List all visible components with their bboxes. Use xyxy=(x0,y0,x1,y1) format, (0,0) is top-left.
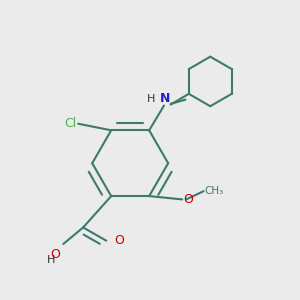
Text: O: O xyxy=(183,193,193,206)
Text: O: O xyxy=(50,248,60,261)
Text: H: H xyxy=(146,94,155,104)
Text: O: O xyxy=(115,234,124,247)
Text: CH₃: CH₃ xyxy=(204,186,224,196)
Text: Cl: Cl xyxy=(64,117,76,130)
Text: N: N xyxy=(160,92,170,105)
Text: H: H xyxy=(47,255,55,265)
